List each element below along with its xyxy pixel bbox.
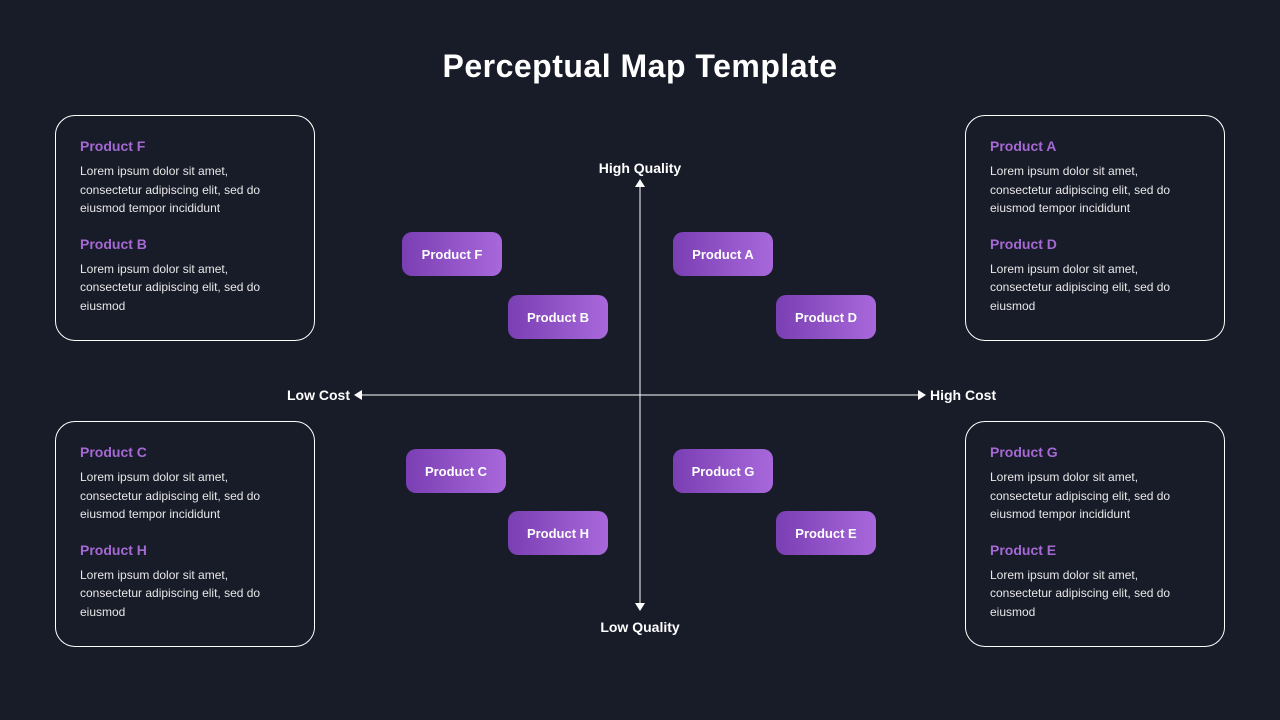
product-desc: Lorem ipsum dolor sit amet, consectetur …: [990, 468, 1200, 524]
product-title: Product B: [80, 236, 290, 252]
chip-product-d: Product D: [776, 295, 876, 339]
chip-product-f: Product F: [402, 232, 502, 276]
axis-label-left: Low Cost: [287, 387, 360, 403]
product-section: Product B Lorem ipsum dolor sit amet, co…: [80, 236, 290, 316]
info-box-top-right: Product A Lorem ipsum dolor sit amet, co…: [965, 115, 1225, 341]
product-title: Product H: [80, 542, 290, 558]
chip-product-g: Product G: [673, 449, 773, 493]
product-desc: Lorem ipsum dolor sit amet, consectetur …: [80, 260, 290, 316]
product-section: Product G Lorem ipsum dolor sit amet, co…: [990, 444, 1200, 524]
product-section: Product C Lorem ipsum dolor sit amet, co…: [80, 444, 290, 524]
product-title: Product D: [990, 236, 1200, 252]
chip-product-c: Product C: [406, 449, 506, 493]
product-section: Product A Lorem ipsum dolor sit amet, co…: [990, 138, 1200, 218]
axis-horizontal: [360, 395, 920, 396]
info-box-bottom-left: Product C Lorem ipsum dolor sit amet, co…: [55, 421, 315, 647]
product-desc: Lorem ipsum dolor sit amet, consectetur …: [80, 566, 290, 622]
perceptual-map: High Quality Low Quality Low Cost High C…: [360, 155, 920, 635]
product-desc: Lorem ipsum dolor sit amet, consectetur …: [990, 566, 1200, 622]
chip-product-e: Product E: [776, 511, 876, 555]
product-desc: Lorem ipsum dolor sit amet, consectetur …: [990, 260, 1200, 316]
arrow-down-icon: [635, 603, 645, 611]
info-box-bottom-right: Product G Lorem ipsum dolor sit amet, co…: [965, 421, 1225, 647]
product-section: Product E Lorem ipsum dolor sit amet, co…: [990, 542, 1200, 622]
arrow-up-icon: [635, 179, 645, 187]
product-title: Product G: [990, 444, 1200, 460]
product-section: Product H Lorem ipsum dolor sit amet, co…: [80, 542, 290, 622]
axis-label-bottom: Low Quality: [600, 619, 679, 635]
product-desc: Lorem ipsum dolor sit amet, consectetur …: [990, 162, 1200, 218]
product-title: Product E: [990, 542, 1200, 558]
product-title: Product A: [990, 138, 1200, 154]
product-desc: Lorem ipsum dolor sit amet, consectetur …: [80, 468, 290, 524]
product-section: Product D Lorem ipsum dolor sit amet, co…: [990, 236, 1200, 316]
product-title: Product C: [80, 444, 290, 460]
info-box-top-left: Product F Lorem ipsum dolor sit amet, co…: [55, 115, 315, 341]
axis-label-top: High Quality: [599, 160, 681, 176]
chip-product-a: Product A: [673, 232, 773, 276]
product-desc: Lorem ipsum dolor sit amet, consectetur …: [80, 162, 290, 218]
product-title: Product F: [80, 138, 290, 154]
axis-label-right: High Cost: [920, 387, 996, 403]
chip-product-h: Product H: [508, 511, 608, 555]
page-title: Perceptual Map Template: [0, 0, 1280, 85]
chip-product-b: Product B: [508, 295, 608, 339]
product-section: Product F Lorem ipsum dolor sit amet, co…: [80, 138, 290, 218]
